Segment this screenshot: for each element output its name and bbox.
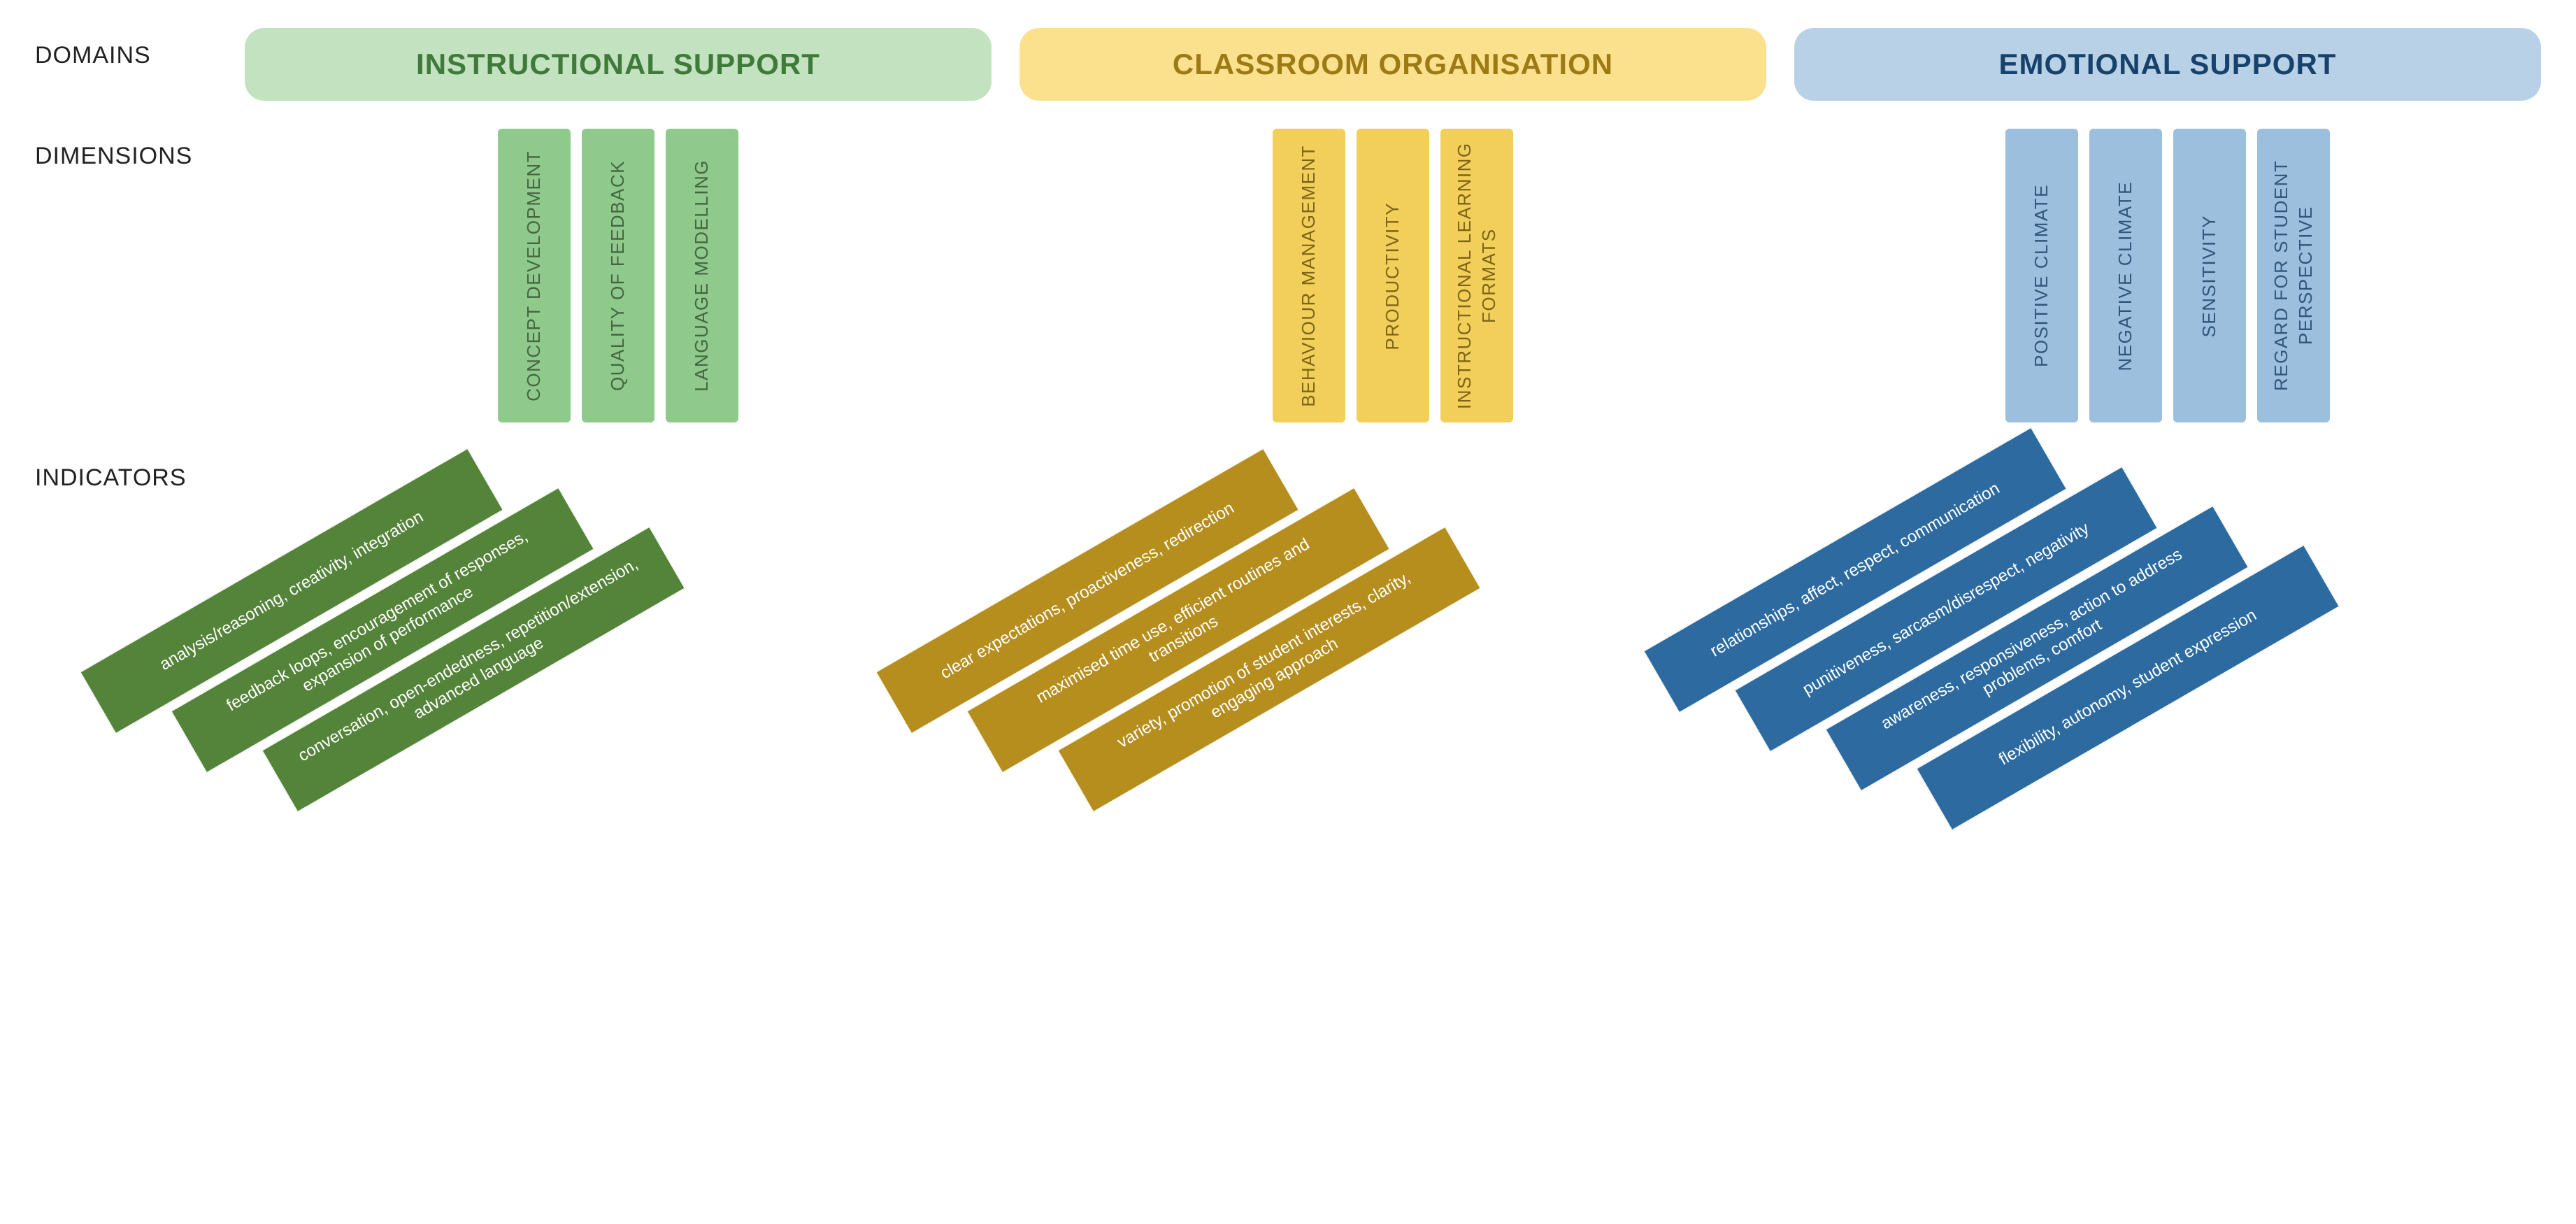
dimension-pillar: PRODUCTIVITY [1357,129,1429,422]
indicators-group-instructional: analysis/reasoning, creativity, integrat… [245,450,992,758]
dimension-pillar: LANGUAGE MODELLING [666,129,738,422]
dimension-pillar: NEGATIVE CLIMATE [2089,129,2162,422]
dimensions-group-classroom: BEHAVIOUR MANAGEMENT PRODUCTIVITY INSTRUCT… [1019,129,1766,422]
dimension-label: NEGATIVE CLIMATE [2113,181,2138,371]
row-label-dimensions: DIMENSIONS [35,129,217,422]
dimension-label: LANGUAGE MODELLING [689,159,714,392]
dimension-pillar: INSTRUCTIONAL LEARNING FORMATS [1440,129,1513,422]
row-label-domains: DOMAINS [35,28,217,101]
dimensions-group-instructional: CONCEPT DEVELOPMENT QUALITY OF FEEDBACK LA… [245,129,992,422]
dimension-pillar: POSITIVE CLIMATE [2005,129,2078,422]
dimension-label: INSTRUCTIONAL LEARNING FORMATS [1452,129,1501,422]
dimension-pillar: QUALITY OF FEEDBACK [582,129,654,422]
class-framework-diagram: DOMAINS INSTRUCTIONAL SUPPORT CLASSROOM … [35,28,2541,758]
domain-box-instructional: INSTRUCTIONAL SUPPORT [245,28,992,101]
domain-box-emotional: EMOTIONAL SUPPORT [1794,28,2541,101]
dimension-label: POSITIVE CLIMATE [2029,184,2054,367]
dimension-pillar: REGARD FOR STUDENT PERSPECTIVE [2257,129,2330,422]
domain-box-classroom: CLASSROOM ORGANISATION [1019,28,1766,101]
dimensions-group-emotional: POSITIVE CLIMATE NEGATIVE CLIMATE SENSITIV… [1794,129,2541,422]
dimension-label: QUALITY OF FEEDBACK [606,160,630,391]
dimension-pillar: BEHAVIOUR MANAGEMENT [1273,129,1345,422]
dimension-label: REGARD FOR STUDENT PERSPECTIVE [2269,129,2318,422]
indicators-group-emotional: relationships, affect, respect, communic… [1794,450,2541,758]
dimension-pillar: CONCEPT DEVELOPMENT [498,129,571,422]
dimension-label: PRODUCTIVITY [1380,202,1405,350]
dimension-pillar: SENSITIVITY [2173,129,2246,422]
dimension-label: SENSITIVITY [2197,215,2221,337]
dimension-label: CONCEPT DEVELOPMENT [522,150,546,401]
dimension-label: BEHAVIOUR MANAGEMENT [1296,145,1321,407]
indicators-group-classroom: clear expectations, proactiveness, redir… [1019,450,1766,758]
